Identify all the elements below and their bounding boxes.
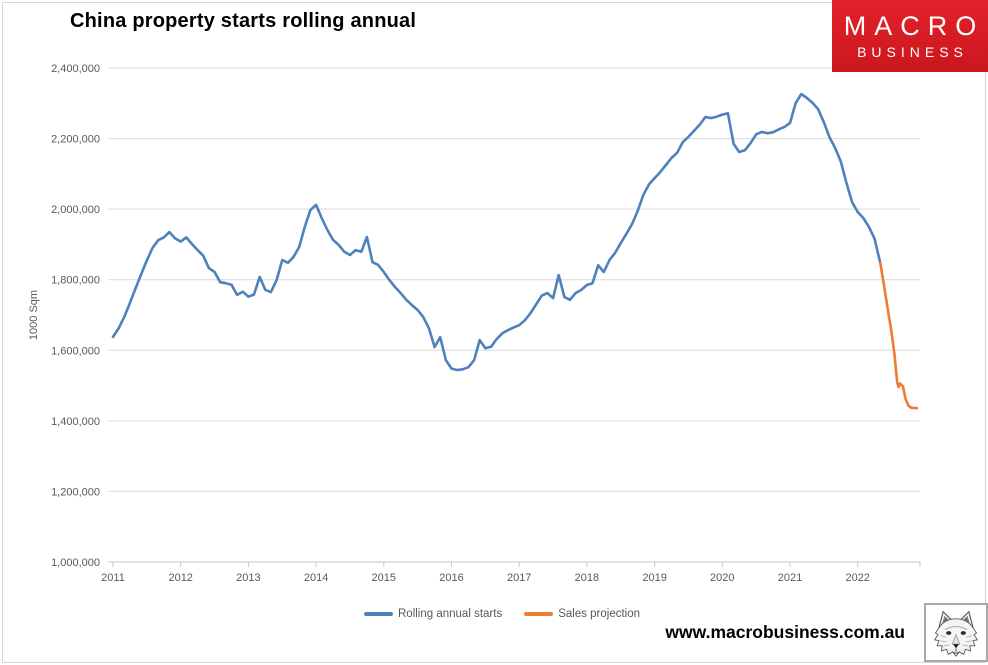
chart-legend: Rolling annual starts Sales projection: [364, 604, 640, 624]
legend-label-rolling-annual-starts: Rolling annual starts: [398, 608, 503, 620]
y-tick-label: 2,200,000: [51, 134, 100, 146]
macrobusiness-logo: MACRO BUSINESS: [832, 0, 988, 72]
legend-label-sales-projection: Sales projection: [558, 608, 641, 620]
x-tick-label: 2017: [507, 572, 531, 584]
y-tick-label: 1,400,000: [51, 416, 100, 428]
x-tick-label: 2018: [575, 572, 599, 584]
x-tick-label: 2013: [236, 572, 260, 584]
x-tick-label: 2019: [642, 572, 666, 584]
legend-line-swatch-blue: [364, 612, 393, 616]
legend-line-swatch-orange: [524, 612, 554, 616]
x-tick-label: 2021: [778, 572, 802, 584]
chart-title: China property starts rolling annual: [70, 10, 417, 32]
x-tick-label: 2020: [710, 572, 734, 584]
x-tick-label: 2012: [168, 572, 192, 584]
wolf-icon: [933, 610, 979, 657]
y-tick-label: 2,000,000: [51, 204, 100, 216]
x-tick-label: 2016: [439, 572, 463, 584]
y-tick-label: 1,000,000: [51, 557, 100, 569]
series-line-sales-projection: [878, 261, 919, 410]
legend-item-rolling-annual-starts: Rolling annual starts: [364, 608, 502, 620]
x-tick-label: 2011: [101, 572, 125, 584]
line-chart-plot-area: 1,000,000 1,200,000 1,400,000 1,600,000 1,80…: [28, 63, 921, 584]
y-tick-label: 2,400,000: [51, 63, 100, 75]
y-tick-label: 1,600,000: [51, 345, 100, 357]
y-tick-label: 1,200,000: [51, 486, 100, 498]
website-url-text: www.macrobusiness.com.au: [665, 622, 905, 642]
logo-word-business: BUSINESS: [857, 44, 968, 60]
x-tick-label: 2014: [304, 572, 328, 584]
x-tick-label: 2022: [845, 572, 869, 584]
x-tick-label: 2015: [372, 572, 396, 584]
wolf-logo-box: [924, 603, 988, 662]
logo-word-macro: MACRO: [843, 11, 985, 41]
y-tick-label: 1,800,000: [51, 275, 100, 287]
series-line-rolling-annual-starts: [111, 92, 882, 372]
legend-item-sales-projection: Sales projection: [524, 608, 640, 620]
y-axis-title: 1000 Sqm: [28, 290, 40, 340]
